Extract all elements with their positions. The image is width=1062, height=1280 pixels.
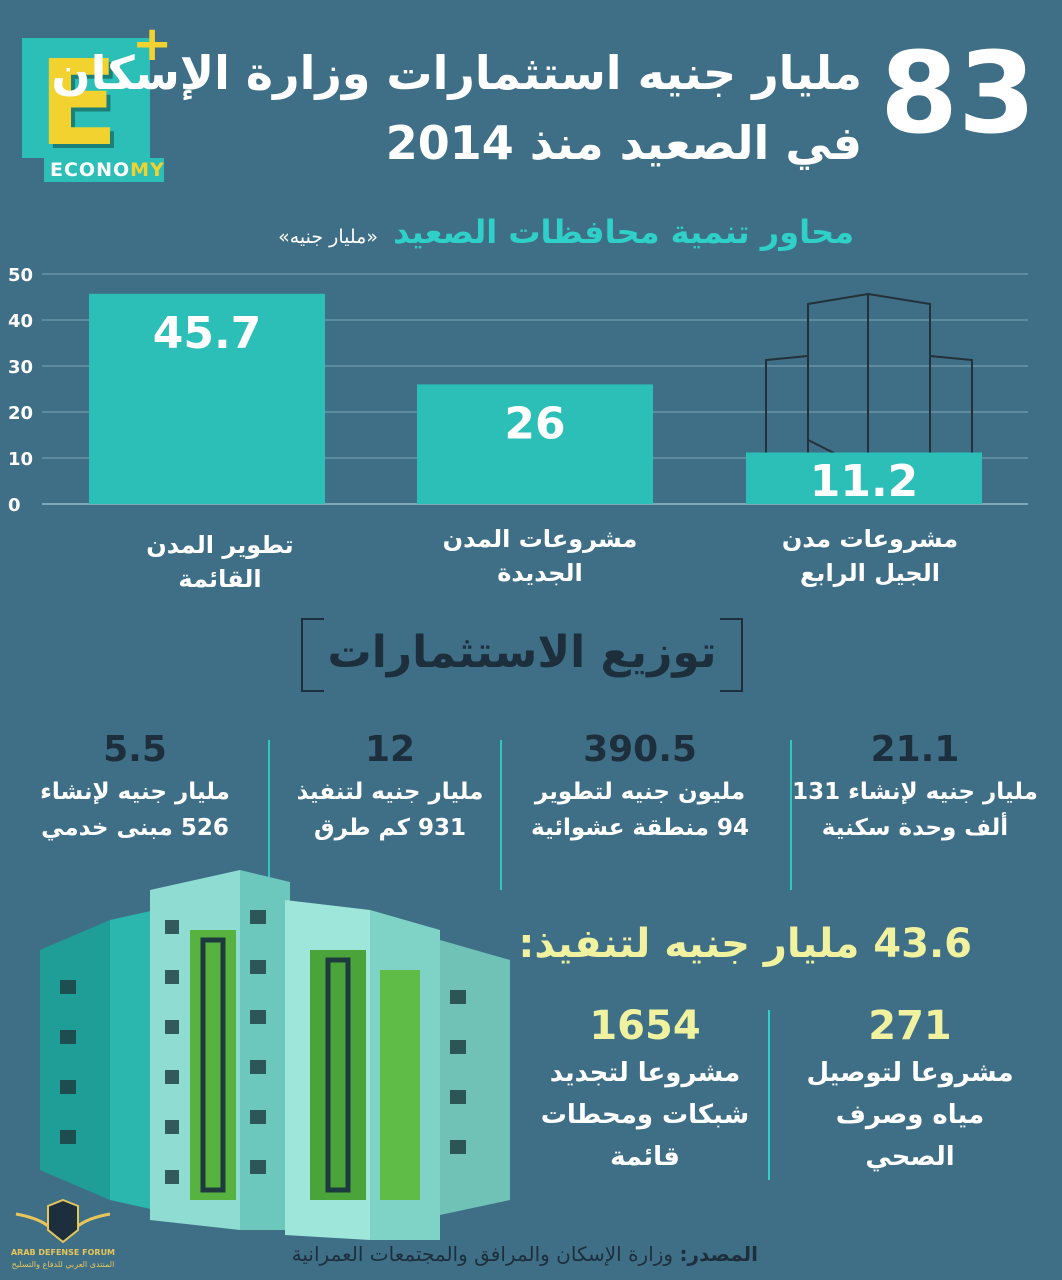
logo-letter: E [38, 34, 119, 172]
stat-slum-areas: 390.5 مليون جنيه لتطوير 94 منطقة عشوائية [505, 726, 775, 846]
bar [417, 384, 653, 504]
headline-number: 83 [880, 29, 1036, 159]
bar-value-label: 11.2 [810, 456, 919, 507]
chart-subtitle: محاور تنمية محافظات الصعيد «مليار جنيه» [278, 210, 854, 260]
y-axis-ticks: 0 10 20 30 40 50 [8, 265, 33, 516]
stat-text: مشروعا لتجديد شبكات ومحطات قائمة [540, 1058, 750, 1172]
y-tick-label: 0 [8, 495, 21, 516]
stat-number: 1654 [589, 1003, 701, 1049]
distribution-title: توزيع الاستثمارات [327, 627, 717, 678]
stat-text: مليار جنيه لإنشاء 131 ألف وحدة سكنية [792, 779, 1038, 841]
stat-number: 271 [868, 1003, 952, 1049]
divider [790, 740, 792, 890]
bar-category-label: مشروعات المدن الجديدة [442, 525, 638, 587]
logo-plus: + [132, 16, 173, 72]
stat-number: 12 [364, 729, 416, 770]
source-note: المصدر: وزارة الإسكان والمرافق والمجتمعا… [292, 1240, 758, 1268]
stat-text: مليون جنيه لتطوير 94 منطقة عشوائية [531, 779, 749, 841]
stat-number: 390.5 [583, 729, 697, 770]
stat-service-buildings: 5.5 مليار جنيه لإنشاء 526 مبنى خدمي [10, 726, 260, 846]
bar [746, 452, 982, 504]
stat-number: 21.1 [870, 729, 960, 770]
bar-value-label: 45.7 [153, 308, 262, 359]
headline-line-1: مليار جنيه استثمارات وزارة الإسكان [51, 46, 862, 100]
divider [500, 740, 502, 890]
apartment-building-illustration [40, 870, 510, 1240]
headline-line-2: في الصعيد منذ 2014 [385, 116, 862, 170]
chart-value-labels: 45.7 26 11.2 [153, 308, 919, 507]
stat-text: مليار جنيه لتنفيذ 931 كم طرق [296, 779, 484, 841]
section-frame [301, 618, 743, 692]
bar-value-label: 26 [504, 398, 565, 449]
y-tick-label: 10 [8, 449, 33, 470]
forum-emblem-icon [15, 1198, 111, 1244]
y-tick-label: 30 [8, 357, 33, 378]
forum-watermark: ARAB DEFENSE FORUM المنتدى العربي للدفاع… [8, 1196, 118, 1280]
y-tick-label: 50 [8, 265, 33, 286]
stat-number: 5.5 [103, 729, 167, 770]
stat-text: مشروعا لتوصيل مياه وصرف الصحي [806, 1058, 1014, 1172]
y-tick-label: 40 [8, 311, 33, 332]
stat-network-renewal: 1654 مشروعا لتجديد شبكات ومحطات قائمة [530, 1000, 760, 1178]
chart-subtitle-unit: «مليار جنيه» [278, 226, 378, 248]
stat-housing-units: 21.1 مليار جنيه لإنشاء 131 ألف وحدة سكني… [790, 726, 1040, 846]
divider [268, 740, 270, 890]
source-text: وزارة الإسكان والمرافق والمجتمعات العمرا… [291, 1242, 674, 1266]
source-label: المصدر: [679, 1242, 758, 1266]
stat-text: مليار جنيه لإنشاء 526 مبنى خدمي [40, 779, 230, 841]
stat-water-sewage: 271 مشروعا لتوصيل مياه وصرف الصحي [800, 1000, 1020, 1178]
chart-subtitle-main: محاور تنمية محافظات الصعيد [393, 213, 854, 251]
forum-name-en: ARAB DEFENSE FORUM [10, 1248, 116, 1257]
execution-title: 43.6 مليار جنيه لتنفيذ: [518, 921, 972, 967]
bar-category-label: مشروعات مدن الجيل الرابع [781, 525, 959, 587]
forum-name-ar: المنتدى العربي للدفاع والتسليح [11, 1260, 115, 1269]
logo-word: ECONOMY [44, 158, 164, 182]
bar [89, 293, 325, 504]
divider [768, 1010, 770, 1180]
bar-category-label: تطوير المدن القائمة [146, 531, 294, 593]
logo-background [22, 38, 150, 158]
economy-logo: E + ECONOMY [22, 20, 172, 182]
y-tick-label: 20 [8, 403, 33, 424]
chart-bars [89, 293, 982, 504]
stat-roads: 12 مليار جنيه لتنفيذ 931 كم طرق [265, 726, 515, 846]
bar-chart: 0 10 20 30 40 50 45.7 26 11.2 [8, 265, 1028, 516]
